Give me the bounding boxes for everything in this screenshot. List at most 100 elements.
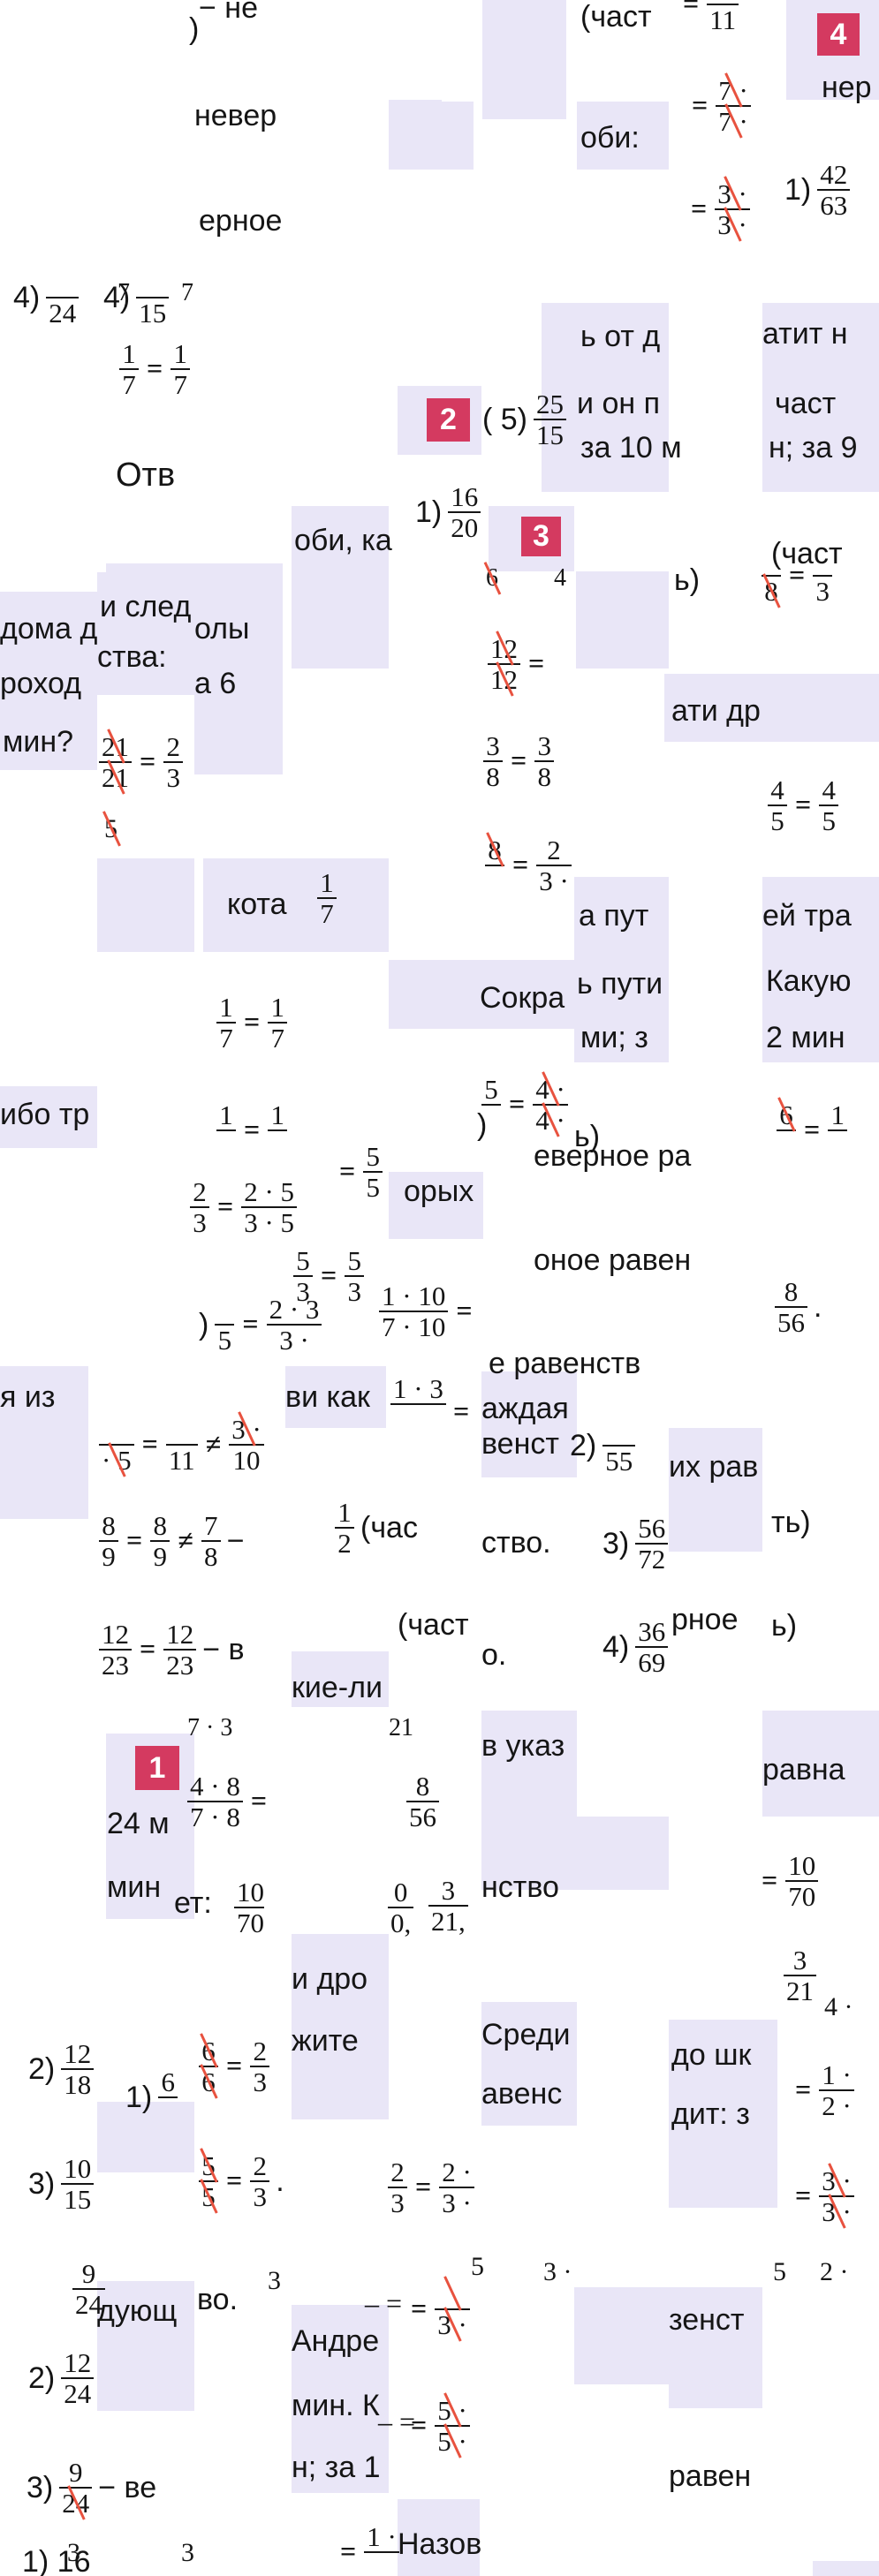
fraction-numerator: 1 [268, 993, 288, 1024]
fraction-denominator: 56 [409, 1802, 436, 1832]
math-operator: = [789, 559, 806, 592]
text-fragment: кие-ли [292, 1671, 383, 1704]
text-fragment: роход [0, 667, 81, 700]
highlight-box [669, 2020, 777, 2208]
fraction: 6 [158, 2067, 178, 2127]
fraction-numerator: 7 · [716, 76, 751, 107]
math-fragment: 21 21 = 2 3 [97, 732, 185, 792]
fraction: 0 0, [388, 1877, 414, 1938]
text-fragment-label: я из [0, 1380, 56, 1414]
highlight-box [0, 1086, 97, 1148]
highlight-box [292, 1934, 389, 2119]
math-text: ( 5) [482, 402, 527, 436]
text-fragment: 6 [486, 563, 498, 592]
text-fragment: за 10 м [580, 431, 682, 465]
math-fragment: = 5 5 [333, 1142, 384, 1202]
fraction-denominator: 15 [536, 419, 564, 450]
math-fragment: 10 70 [232, 1877, 264, 1938]
fraction-numerator: 56 [635, 1514, 669, 1545]
fraction-numerator: 1 [335, 1498, 354, 1529]
text-fragment-label: ь) [674, 563, 701, 597]
fraction-numerator: 21 [99, 732, 132, 763]
math-operator: = [804, 1114, 821, 1146]
math-operator: = [126, 1524, 143, 1557]
fraction-numerator: 9 [59, 2458, 93, 2489]
fraction-numerator [99, 1415, 134, 1446]
math-fragment: = 5 · 5 · [405, 2396, 472, 2456]
text-fragment-label: 3 [181, 2538, 194, 2567]
fraction: 3 21 [784, 1945, 816, 2006]
fraction-numerator [813, 546, 833, 577]
text-fragment-label: а пут [579, 899, 649, 933]
text-fragment: ибо тр [0, 1098, 89, 1131]
text-fragment: (част [398, 1608, 469, 1642]
text-fragment-label: – = [378, 2406, 416, 2437]
fraction-numerator: 5 · [435, 2396, 470, 2427]
fraction-denominator: 8 [762, 577, 781, 606]
highlight-box [481, 1711, 577, 1890]
fraction-denominator: 3 · 5 [244, 1207, 295, 1238]
fraction: 8 [762, 546, 781, 606]
fraction-denominator: 11 [709, 4, 737, 35]
fraction-denominator [485, 866, 504, 895]
math-text: 2) [28, 2051, 56, 2086]
math-fragment: 3 21, [427, 1876, 470, 1936]
math-operator: = [250, 1785, 268, 1817]
fraction-numerator [762, 546, 781, 577]
text-fragment: – = [365, 2287, 402, 2320]
text-fragment: нер [822, 71, 872, 104]
fraction: 12 23 [99, 1620, 132, 1680]
text-fragment: 7 [181, 278, 193, 306]
text-fragment: кота [227, 888, 287, 921]
text-fragment: до шк [671, 2038, 751, 2072]
text-fragment: ерное [199, 204, 282, 238]
math-operator: ≠ [205, 1428, 222, 1461]
math-operator: = [692, 89, 709, 122]
highlight-box [669, 2376, 762, 2408]
fraction-denominator [777, 1131, 796, 1160]
math-fragment: = 3 · 3 · [789, 2166, 856, 2226]
text-fragment-label: ибо тр [0, 1098, 90, 1131]
text-fragment-label: 6 [486, 564, 498, 592]
text-fragment: невер [194, 99, 277, 132]
fraction-numerator: 1 · 10 [379, 1281, 449, 1312]
fraction-numerator: 36 [635, 1617, 669, 1648]
text-fragment: оное равен [534, 1243, 691, 1277]
math-fragment: 2) 55 [565, 1416, 637, 1476]
fraction-numerator: 12 [163, 1620, 197, 1651]
text-fragment-label: орых [404, 1175, 474, 1208]
fraction-denominator [158, 2098, 178, 2127]
fraction-numerator: 4 · 8 [187, 1771, 243, 1802]
fraction-denominator: 3 · [819, 2197, 854, 2226]
highlight-box [481, 1371, 577, 1477]
text-fragment: мин. К [292, 2389, 380, 2422]
math-operator: = [242, 1308, 259, 1341]
text-fragment: оби, ка [294, 524, 392, 557]
math-operator: = [339, 1155, 356, 1188]
math-operator: = [762, 1864, 778, 1897]
text-fragment: ви как [285, 1380, 370, 1414]
math-fragment: 3) 10 15 [24, 2154, 95, 2214]
fraction-numerator [215, 1295, 235, 1326]
math-operator: = [244, 1114, 261, 1146]
fraction-numerator: 2 [190, 1177, 209, 1208]
text-fragment-label: равен [669, 2459, 752, 2493]
fraction-denominator: · 5 [99, 1446, 134, 1475]
fraction-denominator: 23 [102, 1650, 129, 1681]
highlight-box [0, 592, 97, 770]
fraction-denominator: 3 [347, 1276, 361, 1307]
highlight-box [0, 1366, 88, 1519]
math-text: 4) [602, 1629, 630, 1664]
fraction: 56 72 [635, 1514, 669, 1574]
text-fragment-label: рное [671, 1603, 739, 1636]
math-fragment: 0 0, [386, 1877, 415, 1938]
fraction-numerator: 5 [293, 1246, 313, 1277]
text-fragment: равна [762, 1753, 845, 1787]
fraction-denominator: 63 [820, 190, 848, 221]
text-fragment: венст [481, 1427, 559, 1461]
text-fragment-label: о. [481, 1638, 507, 1672]
